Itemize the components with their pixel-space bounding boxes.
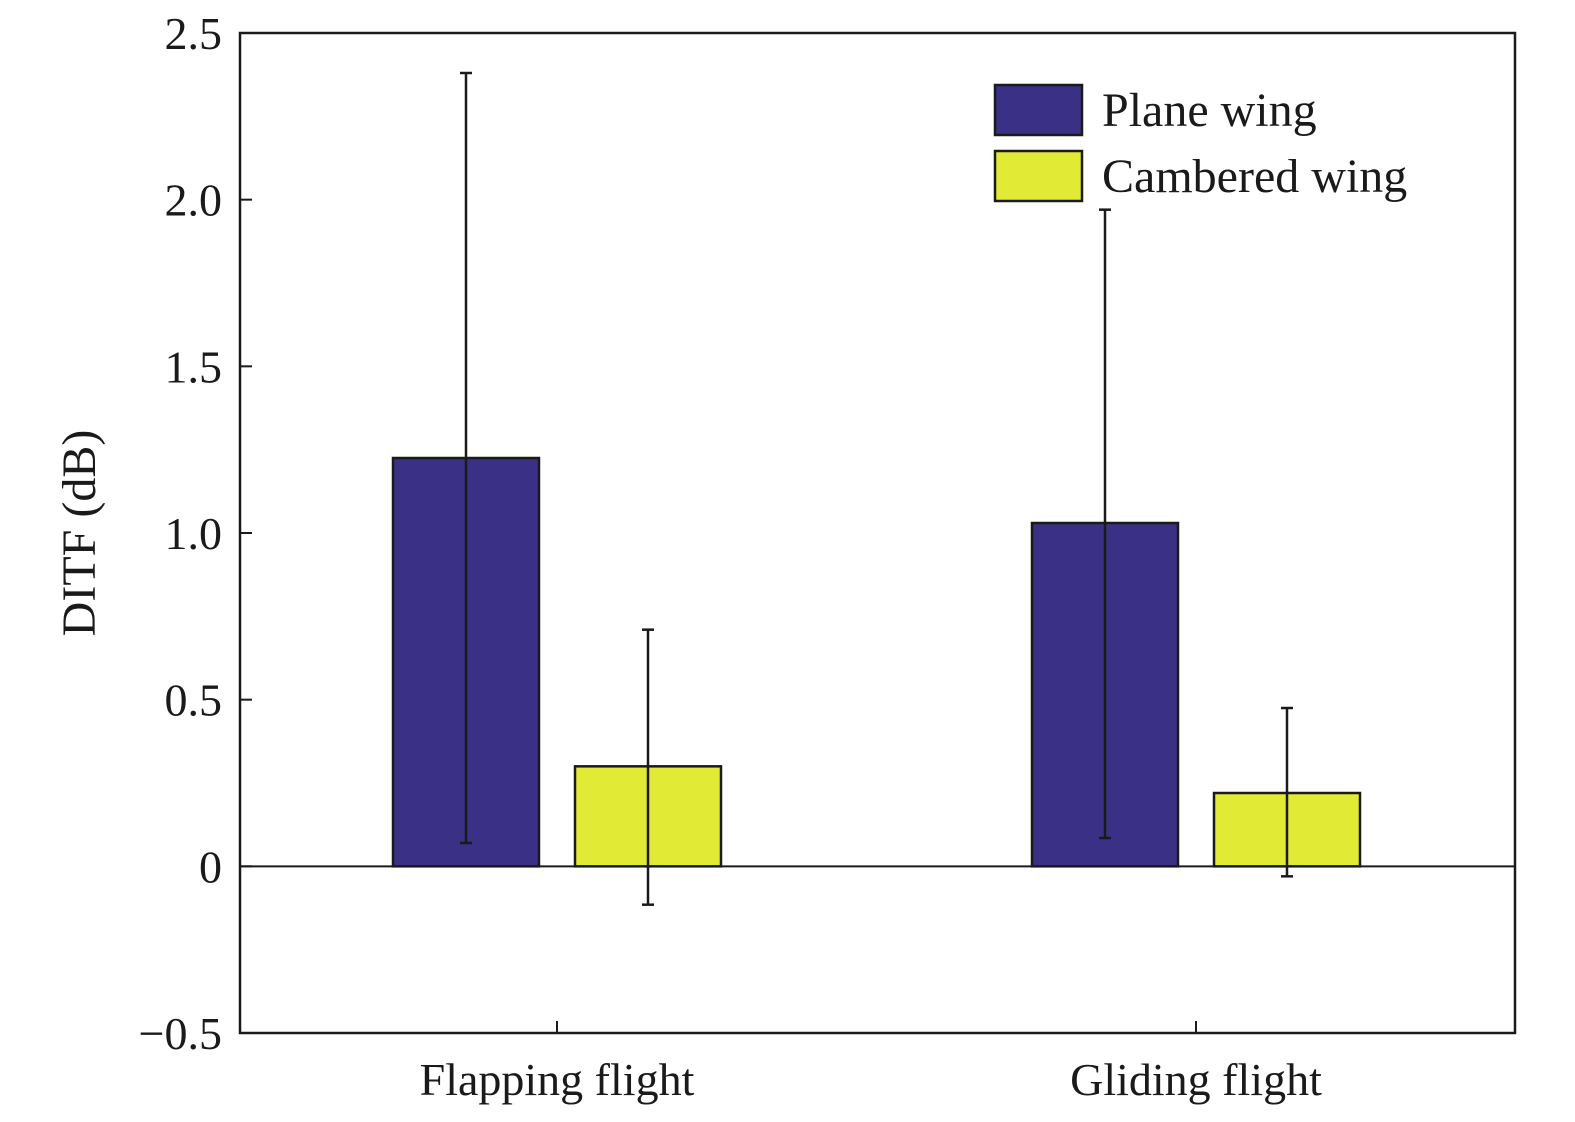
x-axis-ticks: Flapping flight Gliding flight — [420, 1021, 1322, 1105]
legend: Plane wing Cambered wing — [993, 83, 1407, 203]
y-tick-label: 0.5 — [165, 675, 223, 726]
y-tick-label: 2.0 — [165, 175, 223, 226]
y-tick-label: −0.5 — [139, 1008, 222, 1059]
legend-swatch — [993, 83, 1084, 137]
y-tick-label: 1.5 — [165, 341, 223, 392]
legend-swatch — [993, 149, 1084, 203]
legend-label: Cambered wing — [1102, 150, 1407, 203]
y-tick-label: 0 — [199, 841, 222, 892]
legend-label: Plane wing — [1102, 84, 1317, 137]
x-tick-label: Flapping flight — [420, 1054, 695, 1105]
y-tick-label: 1.0 — [165, 508, 223, 559]
y-axis-title: DITF (dB) — [53, 430, 106, 637]
bars — [391, 456, 1362, 868]
error-bars — [460, 71, 1293, 906]
y-axis-ticks: −0.5 0 0.5 1.0 1.5 2.0 2.5 — [139, 8, 252, 1059]
x-tick-label: Gliding flight — [1070, 1054, 1322, 1105]
y-tick-label: 2.5 — [165, 8, 223, 59]
